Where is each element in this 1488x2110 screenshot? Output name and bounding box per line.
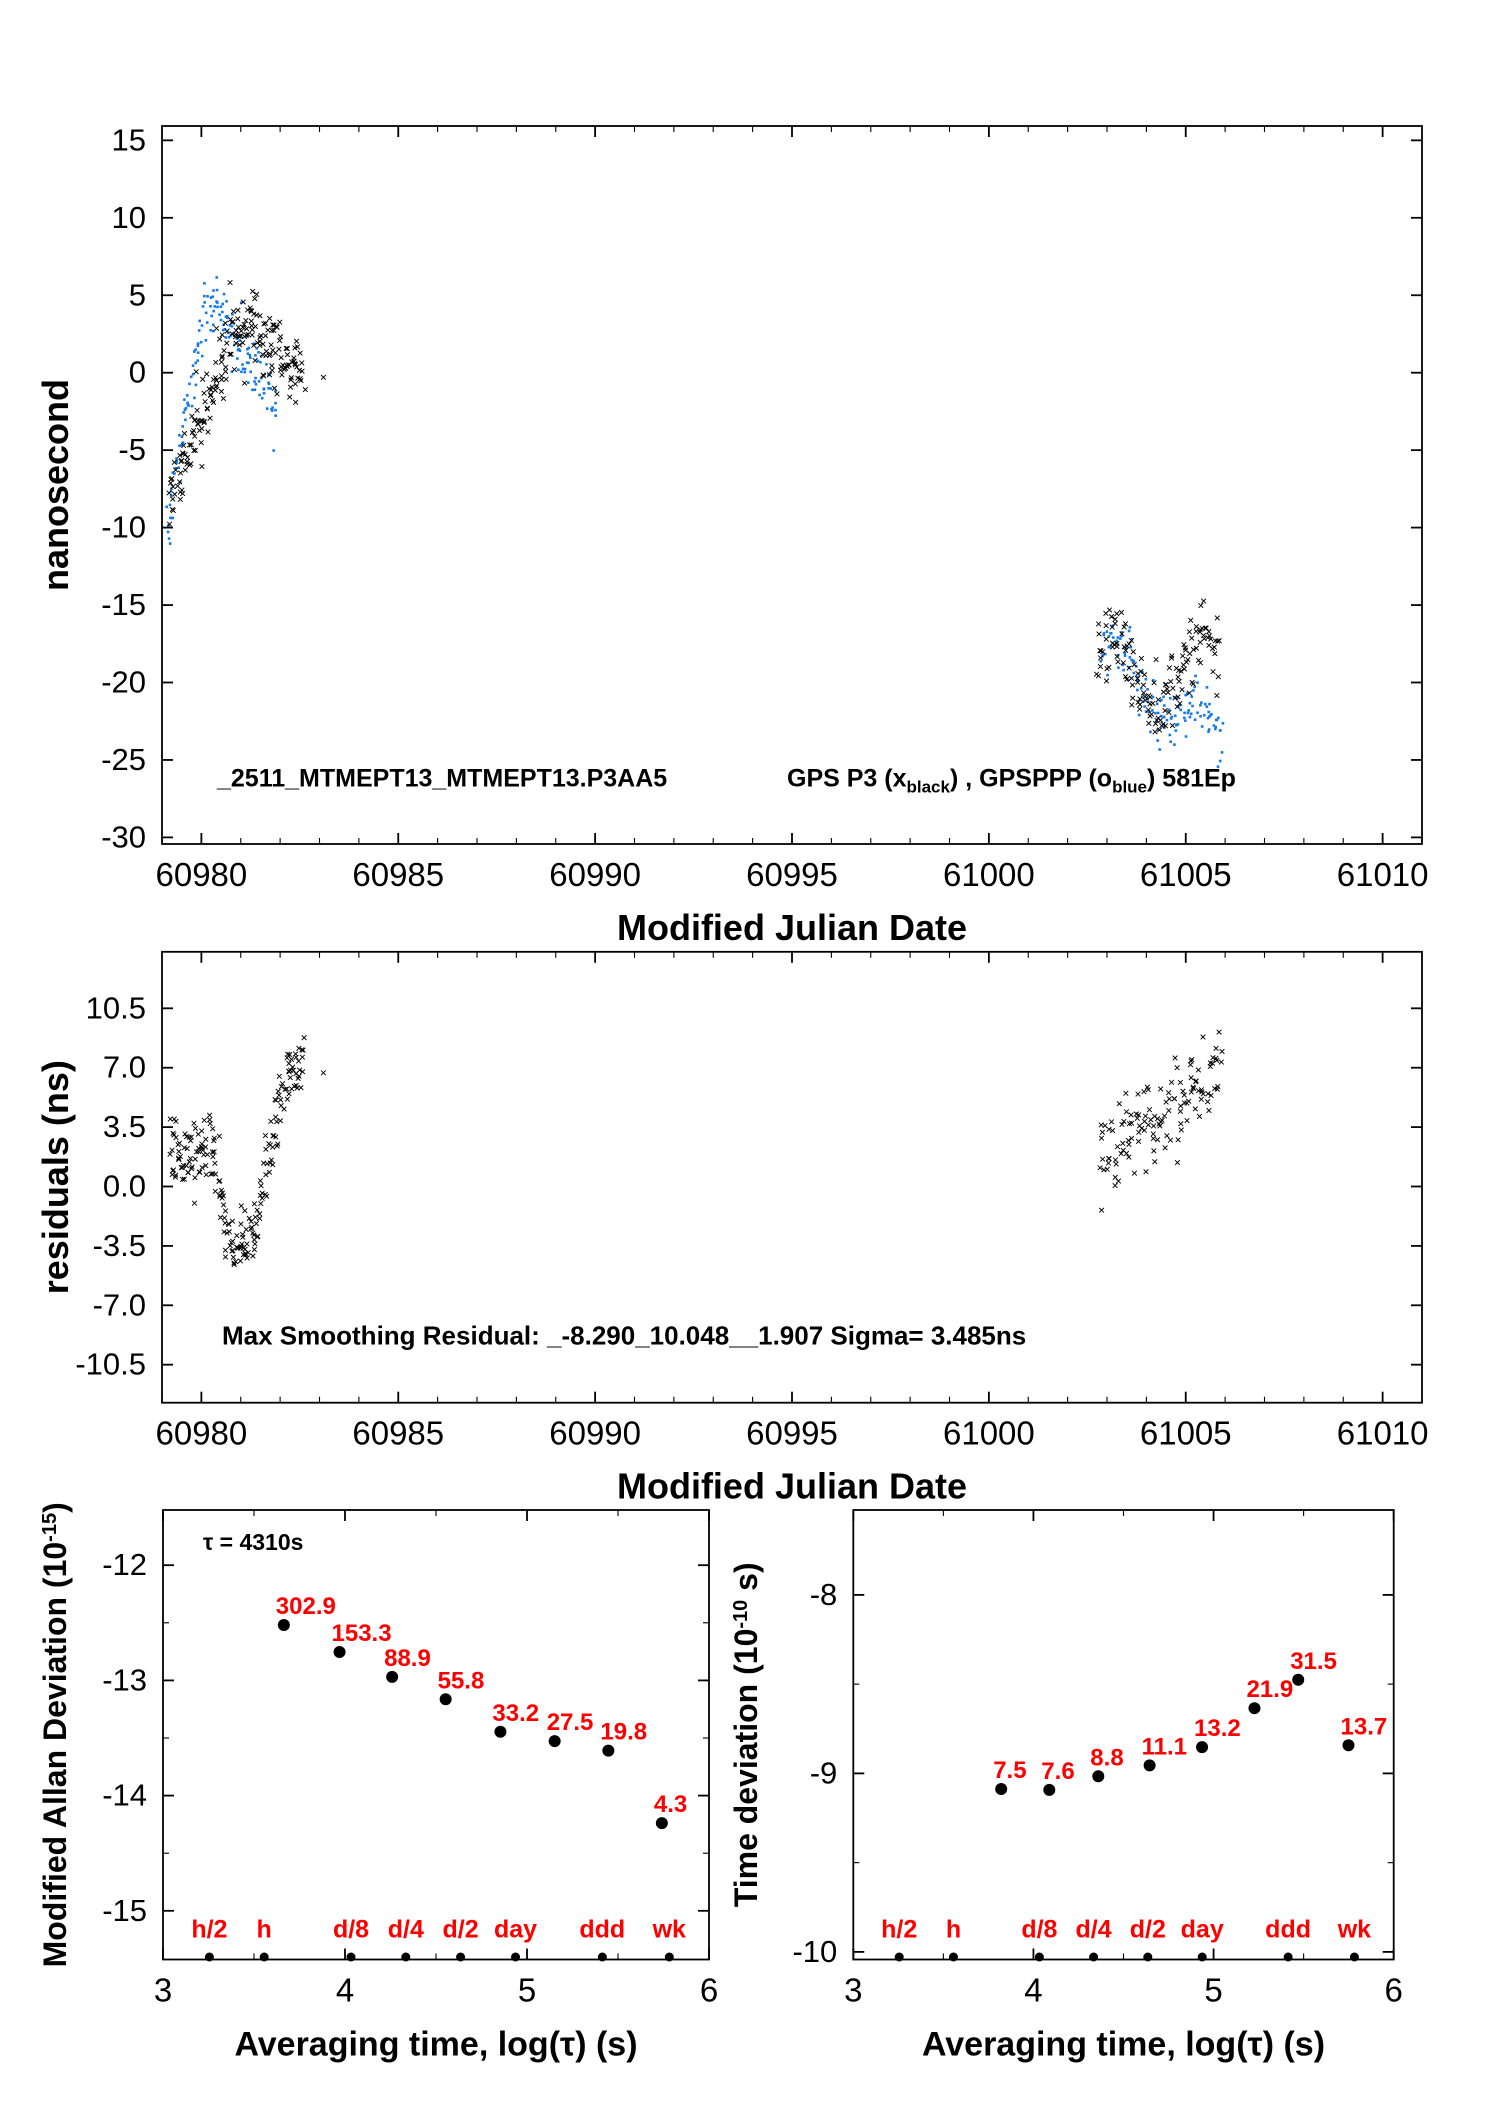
svg-text:-8: -8 <box>810 1577 838 1612</box>
svg-text:d/4: d/4 <box>1076 1916 1112 1944</box>
svg-text:6: 6 <box>700 1972 718 2009</box>
svg-text:7.5: 7.5 <box>993 1757 1026 1784</box>
svg-text:4: 4 <box>336 1972 354 2009</box>
svg-text:60985: 60985 <box>352 856 444 893</box>
svg-text:10: 10 <box>112 200 146 235</box>
svg-text:55.8: 55.8 <box>438 1667 485 1694</box>
svg-text:-10: -10 <box>792 1934 837 1969</box>
svg-text:-25: -25 <box>101 742 146 777</box>
svg-text:60995: 60995 <box>746 856 838 893</box>
svg-text:61010: 61010 <box>1337 856 1429 893</box>
svg-text:61000: 61000 <box>943 1415 1035 1452</box>
svg-text:8.8: 8.8 <box>1090 1744 1123 1771</box>
svg-text:61005: 61005 <box>1140 856 1232 893</box>
svg-text:13.2: 13.2 <box>1194 1715 1241 1742</box>
svg-text:19.8: 19.8 <box>600 1719 647 1746</box>
svg-text:5: 5 <box>518 1972 536 2009</box>
svg-text:61000: 61000 <box>943 856 1035 893</box>
svg-text:11.1: 11.1 <box>1142 1733 1187 1760</box>
svg-text:d/4: d/4 <box>388 1916 424 1944</box>
svg-text:31.5: 31.5 <box>1290 1648 1337 1675</box>
svg-text:60990: 60990 <box>549 856 641 893</box>
svg-text:-7.0: -7.0 <box>93 1287 146 1322</box>
svg-text:-14: -14 <box>102 1778 147 1813</box>
svg-text:5: 5 <box>129 277 146 312</box>
svg-text:153.3: 153.3 <box>332 1620 392 1647</box>
svg-text:88.9: 88.9 <box>384 1645 431 1672</box>
svg-text:d/8: d/8 <box>1021 1916 1057 1944</box>
svg-text:-9: -9 <box>810 1755 838 1790</box>
svg-text:302.9: 302.9 <box>276 1593 336 1620</box>
svg-text:-3.5: -3.5 <box>93 1228 146 1263</box>
svg-text:6: 6 <box>1385 1972 1403 2009</box>
svg-text:3: 3 <box>844 1972 862 2009</box>
svg-text:-15: -15 <box>102 1893 147 1928</box>
svg-text:15: 15 <box>112 122 146 157</box>
svg-text:Averaging time, log(τ) (s): Averaging time, log(τ) (s) <box>234 2026 637 2064</box>
svg-text:Modified Julian Date: Modified Julian Date <box>617 907 967 948</box>
svg-text:7.0: 7.0 <box>103 1050 146 1085</box>
svg-text:GPS P3 (xblack) , GPSPPP (obl: GPS P3 (xblack) , GPSPPP (oblue) 581Ep <box>787 764 1236 796</box>
svg-text:3: 3 <box>154 1972 172 2009</box>
svg-text:10.5: 10.5 <box>86 990 146 1025</box>
svg-text:d/2: d/2 <box>443 1916 479 1944</box>
svg-text:τ = 4310s: τ = 4310s <box>203 1529 303 1555</box>
svg-text:5: 5 <box>1204 1972 1222 2009</box>
svg-text:-30: -30 <box>101 819 146 854</box>
svg-text:-10: -10 <box>101 510 146 545</box>
svg-text:0: 0 <box>129 355 146 390</box>
svg-text:d/8: d/8 <box>333 1916 369 1944</box>
svg-text:21.9: 21.9 <box>1247 1676 1294 1703</box>
svg-text:4: 4 <box>1024 1972 1042 2009</box>
svg-text:residuals (ns): residuals (ns) <box>35 1060 76 1294</box>
svg-text:h/2: h/2 <box>191 1916 227 1944</box>
svg-text:0.0: 0.0 <box>103 1169 146 1204</box>
svg-text:h: h <box>946 1916 961 1944</box>
svg-text:4.3: 4.3 <box>654 1791 687 1818</box>
svg-text:Max Smoothing Residual: _-8.29: Max Smoothing Residual: _-8.290_10.048__… <box>222 1320 1026 1350</box>
svg-text:-13: -13 <box>102 1662 147 1697</box>
svg-text:60985: 60985 <box>352 1415 444 1452</box>
svg-text:nanosecond: nanosecond <box>35 379 76 591</box>
svg-text:60980: 60980 <box>155 856 247 893</box>
svg-text:day: day <box>1181 1916 1224 1944</box>
svg-text:day: day <box>494 1916 537 1944</box>
svg-text:-15: -15 <box>101 587 146 622</box>
svg-text:13.7: 13.7 <box>1341 1713 1388 1740</box>
svg-text:27.5: 27.5 <box>547 1709 594 1736</box>
svg-text:61005: 61005 <box>1140 1415 1232 1452</box>
svg-text:wk: wk <box>1337 1916 1371 1944</box>
svg-text:60995: 60995 <box>746 1415 838 1452</box>
svg-text:33.2: 33.2 <box>492 1700 539 1727</box>
svg-text:60980: 60980 <box>155 1415 247 1452</box>
svg-text:-12: -12 <box>102 1547 147 1582</box>
svg-text:-20: -20 <box>101 665 146 700</box>
svg-text:_2511_MTMEPT13_MTMEPT13.P3AA5: _2511_MTMEPT13_MTMEPT13.P3AA5 <box>216 764 667 792</box>
svg-text:Averaging time, log(τ) (s): Averaging time, log(τ) (s) <box>922 2026 1325 2064</box>
svg-text:7.6: 7.6 <box>1041 1758 1074 1785</box>
svg-text:-5: -5 <box>118 432 146 467</box>
svg-text:60990: 60990 <box>549 1415 641 1452</box>
svg-text:ddd: ddd <box>1265 1916 1311 1944</box>
svg-text:3.5: 3.5 <box>103 1109 146 1144</box>
svg-text:h: h <box>257 1916 272 1944</box>
svg-text:ddd: ddd <box>579 1916 625 1944</box>
svg-text:Modified Allan Deviation (10-1: Modified Allan Deviation (10-15) <box>37 1502 73 1967</box>
svg-text:-10.5: -10.5 <box>75 1347 146 1382</box>
svg-text:wk: wk <box>652 1916 686 1944</box>
svg-text:h/2: h/2 <box>881 1916 917 1944</box>
svg-text:Modified Julian Date: Modified Julian Date <box>617 1466 967 1507</box>
svg-text:d/2: d/2 <box>1130 1916 1166 1944</box>
svg-text:61010: 61010 <box>1337 1415 1429 1452</box>
